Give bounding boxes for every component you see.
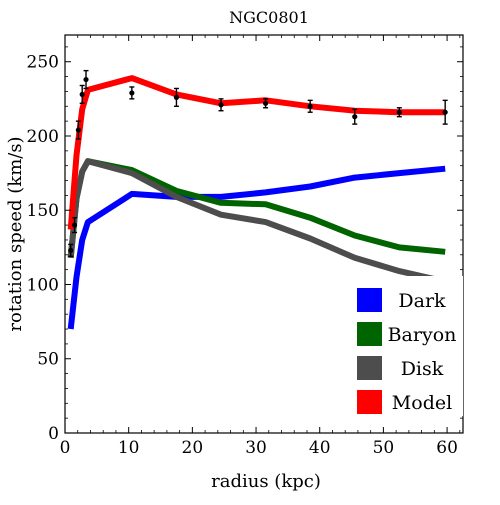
legend-item-disk: Disk [357,356,444,380]
data-point [442,99,448,125]
legend-swatch [357,356,382,380]
observation-marker [307,103,313,109]
plot-frame [64,34,464,434]
x-tick-label: 0 [60,438,71,458]
data-point [218,98,224,112]
x-tick-label: 40 [309,438,331,458]
observation-marker [396,109,402,115]
x-tick-label: 10 [118,438,140,458]
legend: Dark Baryon Disk Model [346,276,463,416]
legend-label: Baryon [388,324,457,346]
x-tick-label: 20 [182,438,204,458]
x-axis-label: radius (kpc) [211,471,321,492]
data-point [262,98,269,109]
legend-item-baryon: Baryon [357,322,456,346]
observation-marker [79,91,85,98]
y-tick-label: 0 [48,424,59,444]
data-point [83,69,89,90]
y-tick-label: 150 [27,201,59,221]
observation-marker [218,102,224,108]
legend-swatch [357,322,382,346]
legend-swatch [357,288,382,312]
observation-marker [68,247,74,253]
data-point [129,86,135,100]
data-point [75,120,81,140]
y-tick-label: 250 [27,53,59,73]
y-axis-label: rotation speed (km/s) [5,136,26,331]
observation-marker [173,94,180,100]
data-point [71,216,78,234]
observation-marker [352,114,358,120]
axis-ticks: 0 10 20 30 40 50 60 0 50 100 150 200 250 [27,35,463,458]
legend-items: Dark Baryon Disk Model [357,288,456,414]
data-point [68,243,74,257]
x-tick-label: 30 [245,438,267,458]
legend-item-model: Model [357,390,452,414]
data-point [173,87,180,107]
legend-item-dark: Dark [357,288,446,312]
observation-marker [262,100,269,106]
x-tick-label: 60 [436,438,458,458]
data-point [396,107,402,118]
data-point [352,108,358,125]
series-line-model [67,75,446,230]
legend-label: Disk [401,358,444,380]
x-tick-label: 50 [373,438,395,458]
data-point [79,84,85,105]
y-tick-label: 100 [27,275,59,295]
series-line-disk [67,158,446,285]
observation-marker [83,76,89,83]
data-point [307,99,313,113]
observation-marker [75,127,81,133]
observation-marker [71,222,78,228]
chart-title: NGC0801 [229,8,309,27]
observation-points [68,69,448,257]
legend-label: Dark [398,290,446,312]
observation-marker [442,109,448,115]
series-layer [67,75,446,330]
legend-swatch [357,390,382,414]
y-tick-label: 200 [27,127,59,147]
legend-label: Model [392,392,452,414]
observation-marker [129,90,135,96]
y-tick-label: 50 [37,350,59,370]
